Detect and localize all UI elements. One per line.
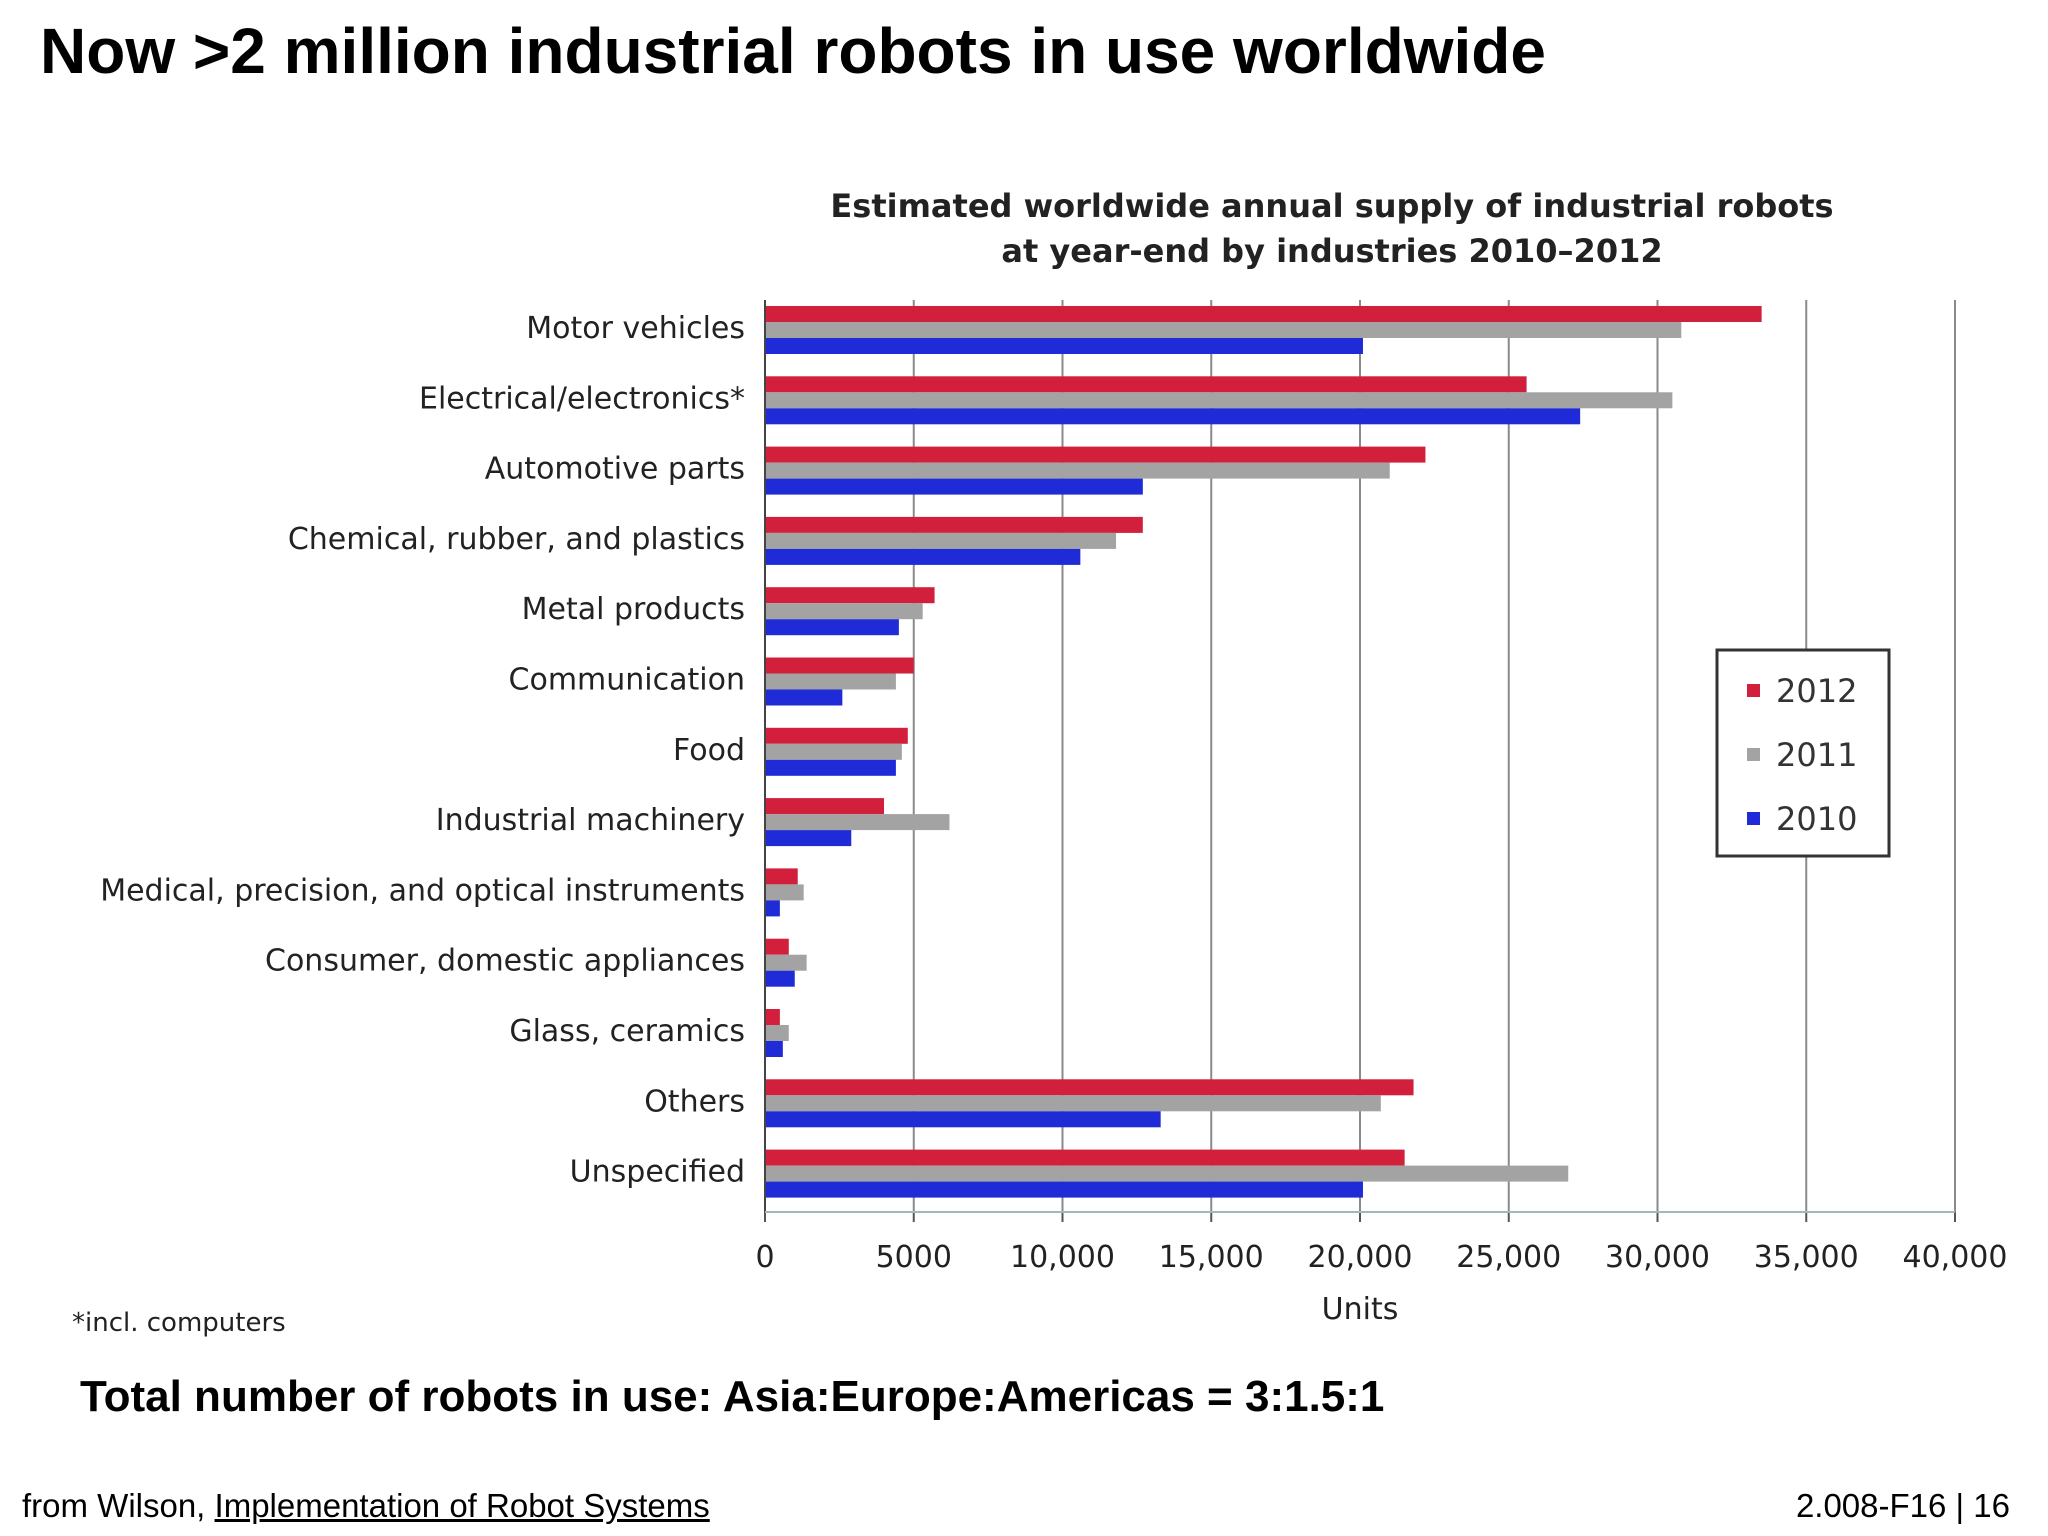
x-tick-label: 25,000 [1456, 1240, 1561, 1275]
bar-2011 [765, 1025, 789, 1041]
source-link[interactable]: Implementation of Robot Systems [214, 1487, 710, 1524]
x-tick-label: 20,000 [1308, 1240, 1413, 1275]
bar-2011 [765, 884, 804, 901]
labels: Estimated worldwide annual supply of ind… [72, 187, 2007, 1338]
bar-2010 [765, 408, 1581, 425]
bar-2011 [765, 673, 896, 690]
bar-2012 [765, 516, 1143, 533]
bar-2011 [765, 392, 1673, 409]
category-label: Unspecified [570, 1155, 745, 1190]
x-tick-label: 5000 [876, 1240, 952, 1275]
bar-2010 [765, 338, 1363, 354]
bar-2010 [765, 689, 843, 706]
bar-2012 [765, 1149, 1405, 1166]
legend-swatch-2011 [1747, 748, 1760, 761]
legend-label: 2011 [1776, 736, 1857, 774]
bar-2010 [765, 970, 795, 987]
bar-2012 [765, 376, 1527, 393]
bar-2012 [765, 938, 789, 955]
bar-2011 [765, 1165, 1569, 1182]
bar-2012 [765, 868, 798, 885]
bar-2010 [765, 478, 1143, 495]
category-label: Consumer, domestic appliances [265, 944, 745, 979]
bar-2010 [765, 1181, 1363, 1198]
x-tick-label: 35,000 [1754, 1240, 1859, 1275]
bar-2011 [765, 1095, 1381, 1112]
bars [765, 306, 1762, 1198]
legend: 2012 2011 2010 [1715, 648, 1891, 858]
bar-2010 [765, 900, 780, 917]
bar-2012 [765, 306, 1762, 322]
bar-2010 [765, 759, 896, 776]
x-tick-label: 10,000 [1010, 1240, 1115, 1275]
x-tick-label: 15,000 [1159, 1240, 1264, 1275]
x-axis-label: Units [1322, 1292, 1399, 1327]
category-label: Industrial machinery [436, 803, 745, 838]
source-prefix: from Wilson, [22, 1487, 215, 1524]
category-label: Food [673, 733, 745, 768]
category-label: Medical, precision, and optical instrume… [100, 873, 745, 908]
bar-2010 [765, 830, 852, 847]
x-tick-label: 30,000 [1605, 1240, 1710, 1275]
category-label: Motor vehicles [526, 311, 745, 346]
x-tick-label: 0 [755, 1240, 774, 1275]
category-label: Chemical, rubber, and plastics [288, 522, 745, 557]
category-label: Electrical/electronics* [419, 381, 745, 416]
bar-2011 [765, 462, 1390, 479]
category-label: Communication [509, 663, 745, 698]
source-citation: from Wilson, Implementation of Robot Sys… [22, 1487, 710, 1525]
bar-2011 [765, 603, 923, 620]
bar-2012 [765, 798, 884, 815]
bar-2012 [765, 727, 908, 744]
legend-label: 2010 [1776, 800, 1857, 838]
slide-number: 2.008-F16 | 16 [1795, 1487, 2010, 1524]
bar-2011 [765, 322, 1682, 338]
bar-2010 [765, 619, 899, 636]
category-label: Automotive parts [485, 452, 745, 487]
chart-title-line: at year-end by industries 2010–2012 [1001, 232, 1662, 270]
legend-swatch-2012 [1747, 684, 1760, 697]
bar-2012 [765, 587, 935, 604]
bar-chart: Estimated worldwide annual supply of ind… [72, 187, 2007, 1338]
category-label: Glass, ceramics [509, 1014, 745, 1049]
bar-2011 [765, 814, 950, 831]
slide-title: Now >2 million industrial robots in use … [40, 15, 1546, 87]
bar-2011 [765, 743, 902, 760]
bar-2011 [765, 954, 807, 971]
legend-label: 2012 [1776, 672, 1857, 710]
bar-2012 [765, 446, 1426, 463]
chart-title-line: Estimated worldwide annual supply of ind… [830, 187, 1833, 225]
category-label: Others [644, 1084, 745, 1119]
axes [764, 300, 1956, 1222]
bar-2012 [765, 1079, 1414, 1096]
legend-swatch-2010 [1747, 812, 1760, 825]
bar-2010 [765, 1041, 783, 1057]
category-label: Metal products [522, 592, 745, 627]
bar-2011 [765, 532, 1117, 549]
x-tick-label: 40,000 [1903, 1240, 2008, 1275]
bar-2012 [765, 657, 914, 674]
bar-2010 [765, 1111, 1161, 1128]
chart-footnote: *incl. computers [72, 1308, 286, 1338]
summary-ratio: Total number of robots in use: Asia:Euro… [80, 1372, 1385, 1421]
bar-2012 [765, 1009, 780, 1025]
legend-box [1715, 648, 1891, 858]
bar-2010 [765, 548, 1081, 565]
